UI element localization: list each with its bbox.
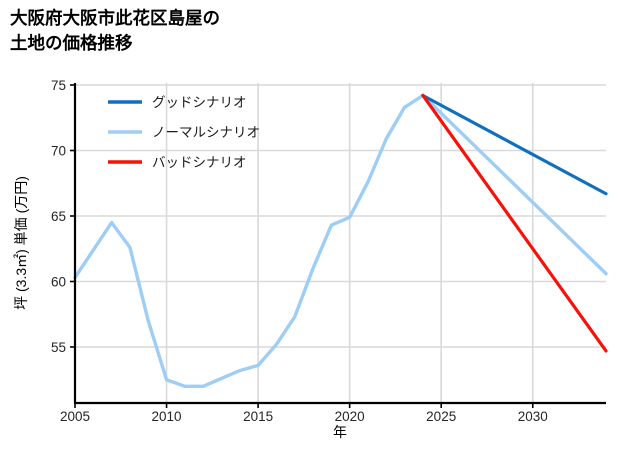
legend-label: バッドシナリオ (152, 155, 247, 170)
x-tick-group: 2005 2010 2015 2020 2025 2030 (60, 403, 548, 424)
y-tick-label: 70 (51, 144, 66, 159)
y-tick-label: 55 (51, 340, 66, 355)
x-tick-label: 2010 (152, 409, 182, 424)
chart-title: 大阪府大阪市此花区島屋の 土地の価格推移 (10, 8, 220, 53)
x-axis-title: 年 (333, 424, 347, 440)
y-tick-label: 65 (51, 209, 66, 224)
y-tick-label: 75 (51, 78, 66, 93)
y-axis-title: 坪 (3.3㎡) 単価 (万円) (13, 176, 29, 310)
x-tick-label: 2005 (60, 409, 90, 424)
x-tick-label: 2020 (335, 409, 365, 424)
legend-label: グッドシナリオ (152, 95, 247, 110)
y-tick-label: 60 (51, 275, 66, 290)
series-line (73, 93, 608, 388)
series-line (421, 93, 608, 353)
x-tick-label: 2030 (518, 409, 548, 424)
x-gridlines-group (74, 83, 534, 403)
data-series-group (73, 93, 608, 388)
series-line (421, 93, 608, 196)
y-tick-group: 55 60 65 70 75 (51, 78, 75, 355)
x-tick-label: 2015 (243, 409, 273, 424)
legend-label: ノーマルシナリオ (152, 125, 260, 140)
gridlines-group (75, 84, 606, 348)
x-tick-label: 2025 (426, 409, 456, 424)
